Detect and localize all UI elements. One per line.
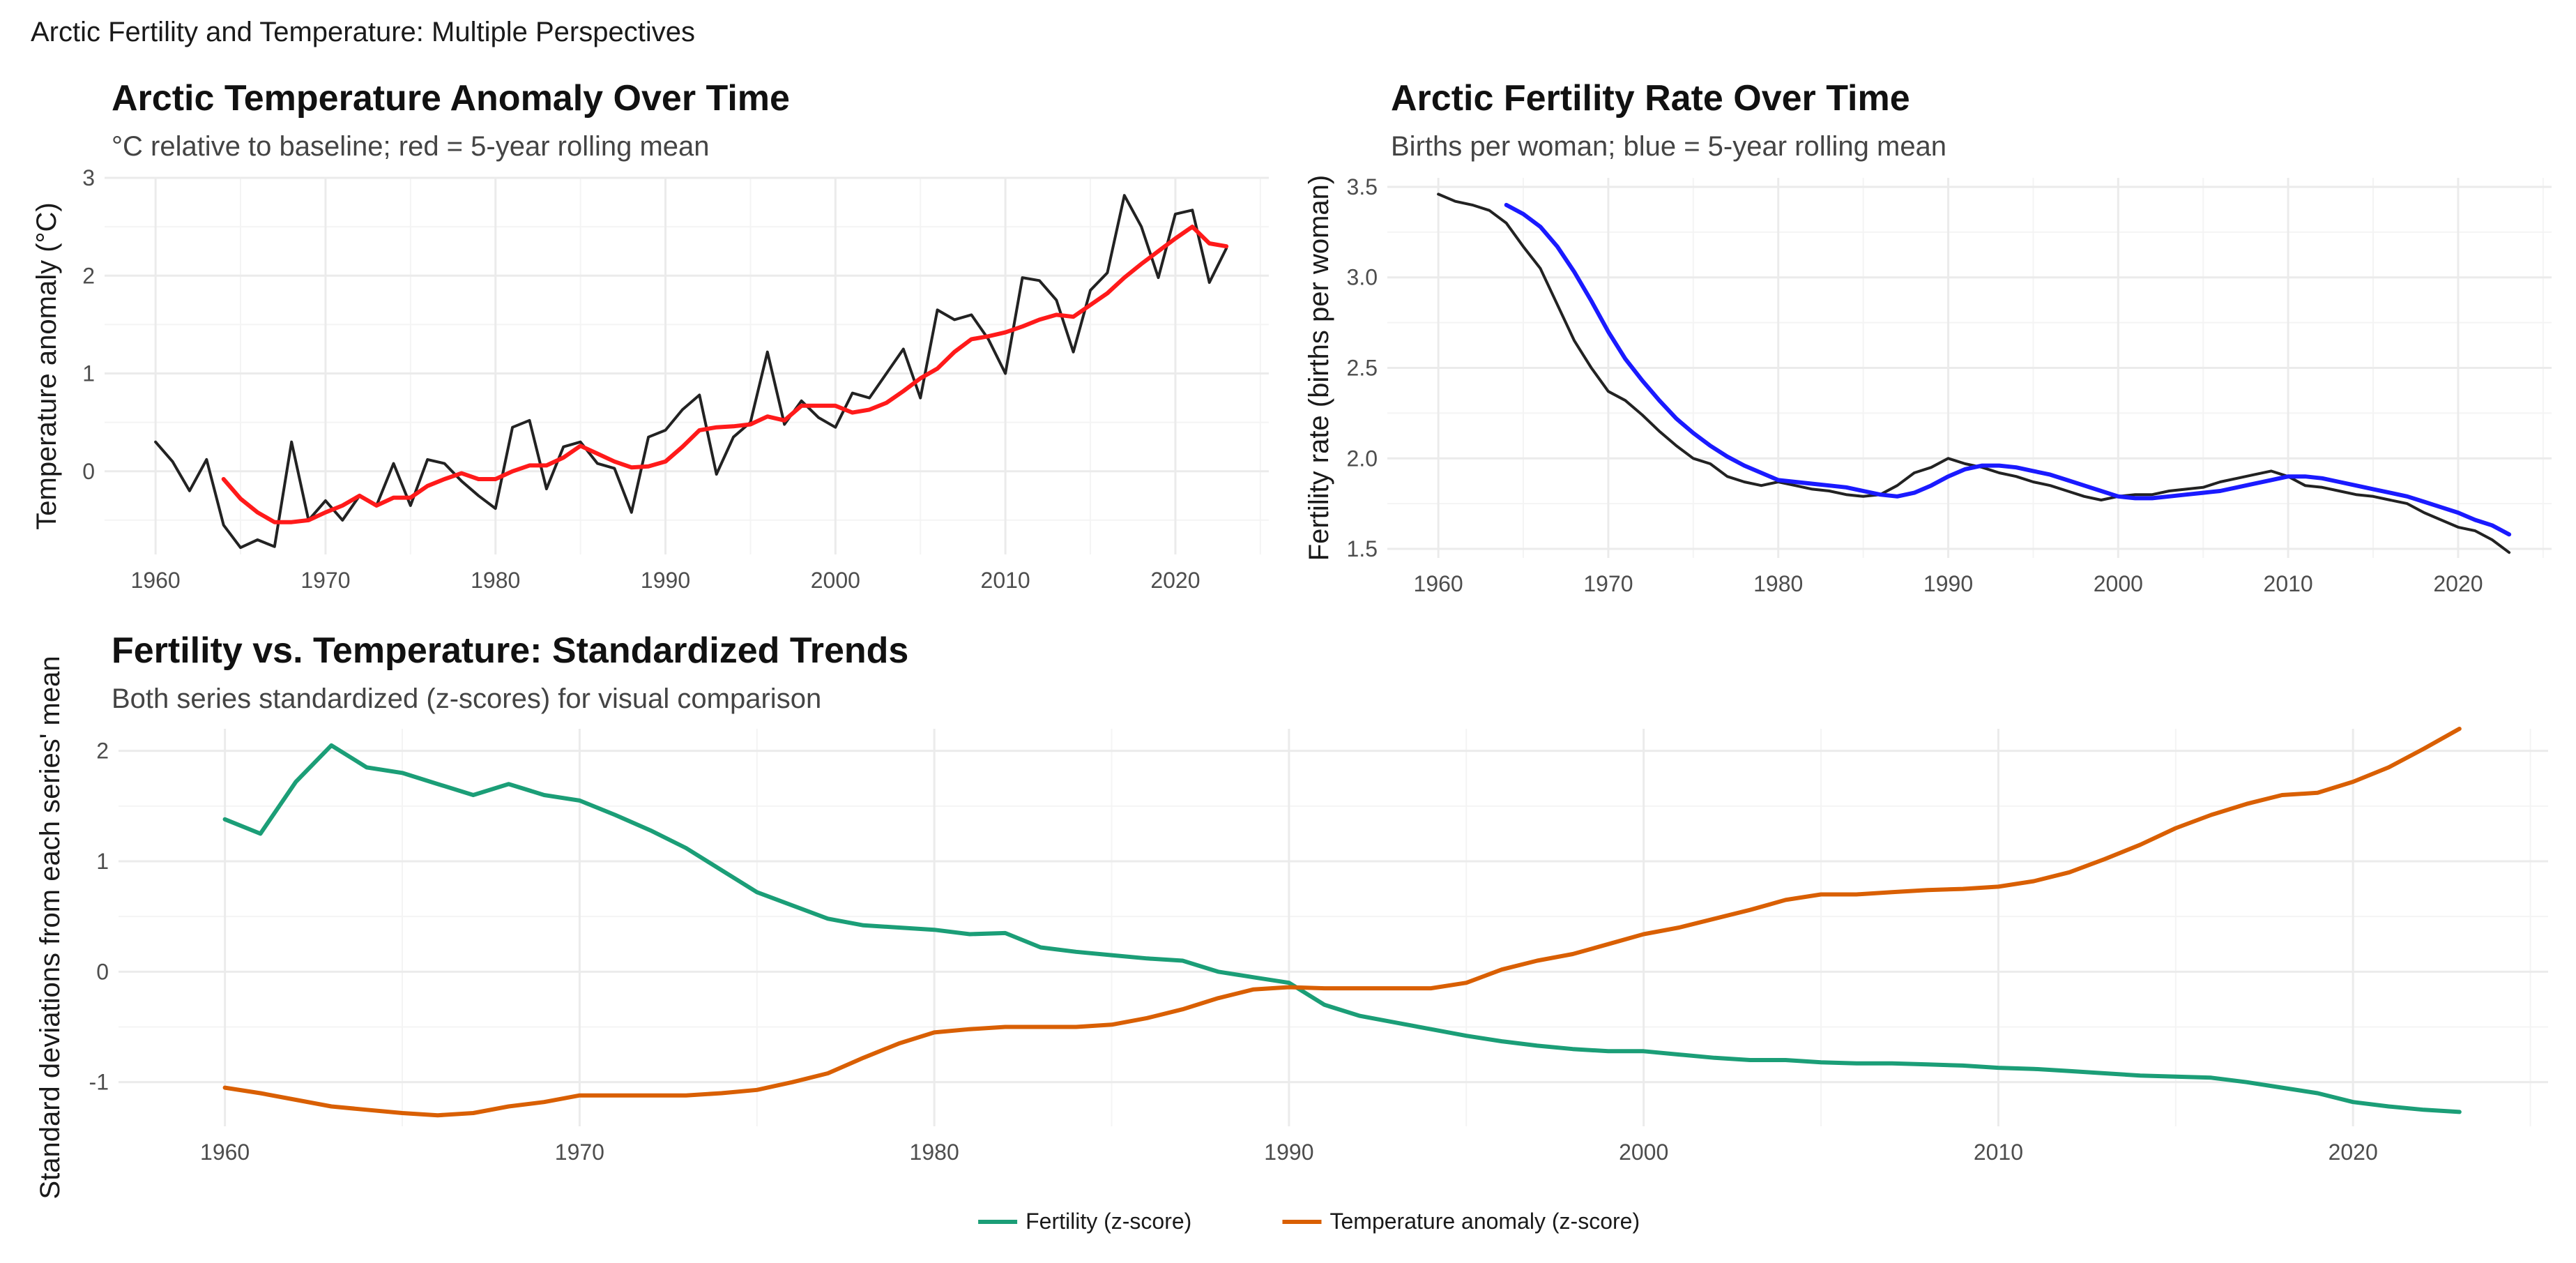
x-tick-label: 1960 <box>131 568 181 593</box>
series-line-2 <box>222 727 2462 1118</box>
y-tick-label: 2 <box>82 263 95 288</box>
x-tick-label: 1970 <box>555 1140 604 1165</box>
chart-subtitle: °C relative to baseline; red = 5-year ro… <box>112 131 710 162</box>
x-tick-label: 1990 <box>641 568 690 593</box>
x-tick-label: 1990 <box>1264 1140 1313 1165</box>
x-tick-label: 2010 <box>1974 1140 2023 1165</box>
x-tick-label: 2020 <box>1150 568 1200 593</box>
x-tick-label: 1960 <box>200 1140 250 1165</box>
series-line-2 <box>1504 202 2512 537</box>
legend-label: Fertility (z-score) <box>1026 1209 1191 1234</box>
chart-z: Fertility vs. Temperature: Standardized … <box>35 630 2548 1234</box>
chart-subtitle: Births per woman; blue = 5-year rolling … <box>1391 131 1946 162</box>
chart-title: Fertility vs. Temperature: Standardized … <box>112 630 908 671</box>
chart-title: Arctic Fertility Rate Over Time <box>1391 78 1910 119</box>
x-tick-label: 2010 <box>2264 571 2313 596</box>
series-line-1 <box>154 194 1228 550</box>
y-tick-label: 2.0 <box>1347 446 1378 471</box>
y-axis-label: Standard deviations from each series' me… <box>35 656 66 1199</box>
x-tick-label: 1980 <box>1753 571 1803 596</box>
x-tick-label: 2000 <box>1619 1140 1668 1165</box>
x-tick-label: 1990 <box>1923 571 1973 596</box>
y-tick-label: 1 <box>96 849 109 874</box>
x-tick-label: 2000 <box>2094 571 2143 596</box>
legend: Fertility (z-score) Temperature anomaly (… <box>978 1209 1640 1234</box>
y-axis-label: Fertility rate (births per woman) <box>1304 175 1334 561</box>
x-tick-label: 1970 <box>300 568 350 593</box>
y-tick-label: 3.0 <box>1347 265 1378 290</box>
chart-title: Arctic Temperature Anomaly Over Time <box>112 78 790 119</box>
y-axis-label: Temperature anomaly (°C) <box>31 202 62 530</box>
legend-label: Temperature anomaly (z-score) <box>1330 1209 1640 1234</box>
y-tick-label: 0 <box>96 959 109 984</box>
y-tick-label: -1 <box>89 1070 109 1095</box>
y-tick-label: 2 <box>96 739 109 764</box>
chart-fert: Arctic Fertility Rate Over Time Births pe… <box>1304 78 2552 596</box>
y-tick-label: 1.5 <box>1347 536 1378 561</box>
y-tick-label: 1 <box>82 361 95 386</box>
y-tick-label: 2.5 <box>1347 356 1378 381</box>
x-tick-label: 2010 <box>981 568 1030 593</box>
page-title: Arctic Fertility and Temperature: Multip… <box>31 17 695 47</box>
x-tick-label: 1980 <box>471 568 520 593</box>
chart-temp: Arctic Temperature Anomaly Over Time °C r… <box>31 78 1269 593</box>
x-tick-label: 2020 <box>2433 571 2483 596</box>
series-line-1 <box>222 743 2462 1114</box>
y-tick-label: 3.5 <box>1347 174 1378 199</box>
series-line-2 <box>221 225 1229 524</box>
y-tick-label: 0 <box>82 459 95 484</box>
x-tick-label: 1960 <box>1414 571 1463 596</box>
chart-subtitle: Both series standardized (z-scores) for … <box>112 683 821 714</box>
x-tick-label: 2000 <box>811 568 860 593</box>
x-tick-label: 1980 <box>910 1140 959 1165</box>
series-line-1 <box>1437 192 2511 554</box>
x-tick-label: 2020 <box>2329 1140 2378 1165</box>
y-tick-label: 3 <box>82 165 95 190</box>
x-tick-label: 1970 <box>1583 571 1633 596</box>
